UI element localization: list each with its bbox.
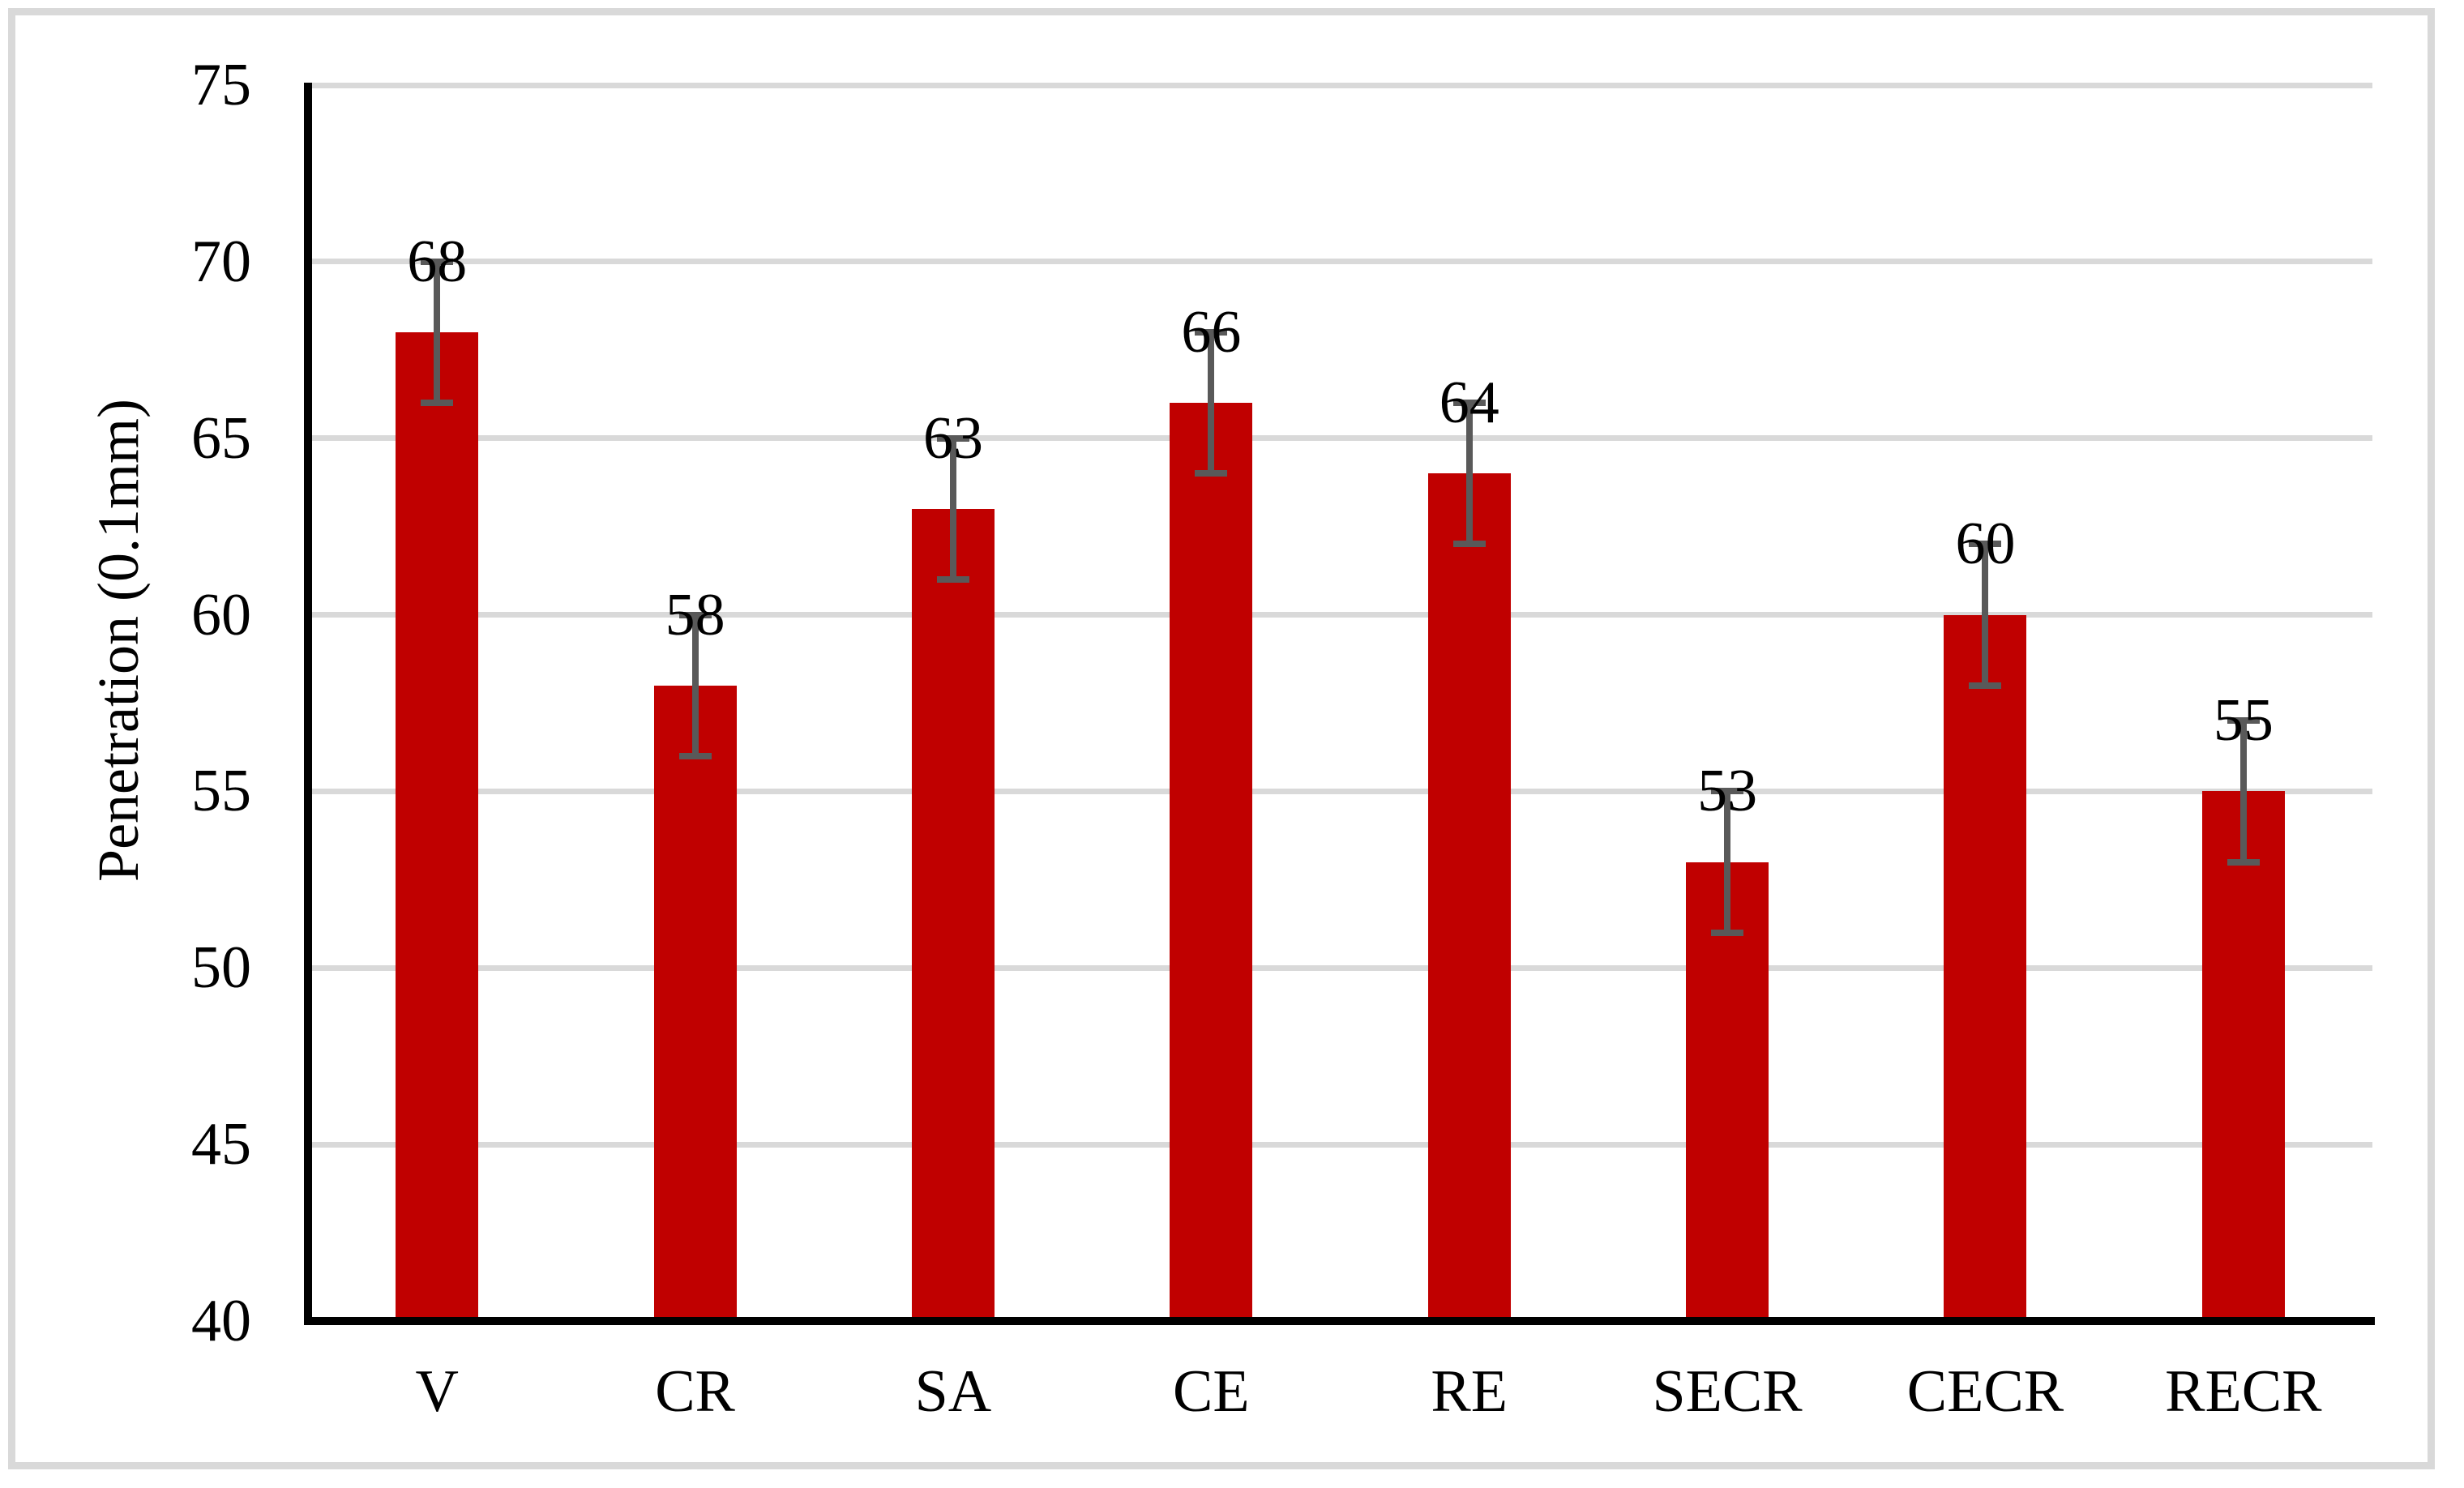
error-bar-top-cap-CE [1195,329,1228,336]
error-bar-line-SA [949,438,956,579]
bar-CE [1170,403,1253,1321]
data-label-V: 68 [407,228,468,295]
data-label-RE: 64 [1439,370,1499,437]
y-tick-label-60: 60 [191,581,251,648]
y-tick-label-70: 70 [191,228,251,295]
data-label-CE: 66 [1181,299,1242,366]
bar-CECR [1944,614,2027,1321]
error-bar-bottom-cap-RE [1452,541,1486,548]
gridline-55 [308,788,2372,794]
bar-SECR [1686,862,1769,1321]
data-label-RECR: 55 [2213,687,2274,755]
error-bar-top-cap-SA [936,434,969,442]
error-bar-top-cap-SECR [1711,788,1744,795]
bar-RE [1427,473,1511,1321]
error-bar-bottom-cap-CECR [1969,682,2002,689]
category-label-RE: RE [1431,1358,1508,1425]
y-axis-line [304,83,312,1325]
bar-SA [911,508,995,1321]
error-bar-line-SECR [1724,791,1731,933]
error-bar-line-RE [1465,403,1473,545]
error-bar-top-cap-CR [678,611,712,618]
error-bar-line-CR [691,614,699,756]
error-bar-line-V [434,261,441,404]
error-bar-bottom-cap-CE [1195,470,1228,477]
bar-CR [653,685,737,1321]
y-tick-label-75: 75 [191,52,251,118]
bar-RECR [2201,791,2285,1321]
gridline-45 [308,1141,2372,1148]
x-axis-line [304,1317,2375,1325]
error-bar-bottom-cap-CR [678,752,712,759]
y-tick-label-55: 55 [191,758,251,825]
error-bar-top-cap-RECR [2227,717,2260,725]
y-tick-label-45: 45 [191,1111,251,1178]
category-label-CR: CR [655,1358,735,1425]
gridline-65 [308,435,2372,442]
category-label-SECR: SECR [1652,1358,1803,1425]
category-label-CECR: CECR [1906,1358,2064,1425]
gridline-75 [308,82,2372,88]
data-label-SECR: 53 [1697,758,1758,825]
error-bar-bottom-cap-RECR [2227,858,2260,866]
y-tick-label-40: 40 [191,1288,251,1354]
error-bar-bottom-cap-V [421,400,454,407]
y-tick-label-65: 65 [191,404,251,472]
error-bar-bottom-cap-SECR [1711,929,1744,936]
error-bar-top-cap-CECR [1969,541,2002,548]
gridline-60 [308,612,2372,618]
gridline-50 [308,964,2372,971]
error-bar-bottom-cap-SA [936,576,969,583]
gridline-70 [308,259,2372,265]
category-label-RECR: RECR [2165,1358,2322,1425]
category-label-SA: SA [914,1358,992,1425]
data-label-CR: 58 [665,581,725,648]
error-bar-top-cap-RE [1452,400,1486,407]
error-bar-top-cap-V [421,258,454,265]
error-bar-line-RECR [2239,720,2247,862]
error-bar-line-CE [1208,332,1215,474]
category-label-CE: CE [1173,1358,1250,1425]
category-label-V: V [415,1358,459,1425]
data-label-CECR: 60 [1955,511,2016,578]
data-label-SA: 63 [922,404,983,472]
error-bar-line-CECR [1982,544,1989,686]
y-tick-label-50: 50 [191,934,251,1002]
bar-V [396,332,479,1321]
